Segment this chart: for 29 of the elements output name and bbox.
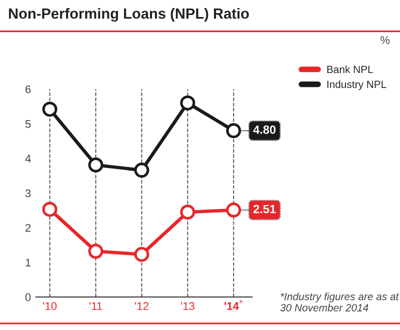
legend-label: Industry NPL — [327, 80, 386, 90]
x-tick-label: '14$^{*}$ — [224, 300, 243, 310]
y-tick-label: 1 — [26, 258, 31, 266]
x-tick-label: '11 — [89, 302, 102, 310]
point — [180, 204, 196, 220]
point — [88, 244, 104, 259]
y-tick-label: 0 — [25, 293, 31, 302]
point — [134, 246, 150, 262]
x-tick-label: '12 — [135, 302, 148, 310]
point — [42, 102, 58, 117]
text: % — [380, 36, 390, 44]
y-tick-label: 3 — [25, 189, 31, 198]
y-tick-label: 6 — [26, 85, 31, 94]
chart-title: Non-Performing Loans (NPL) Ratio — [8, 8, 249, 22]
point — [42, 202, 58, 217]
x-tick-label: '13 — [180, 302, 194, 310]
legend-label: Bank NPL — [327, 65, 373, 74]
y-tick-label: 2 — [26, 224, 31, 232]
y-tick-label: 4 — [25, 154, 31, 162]
point — [134, 162, 150, 178]
data-label: 2.51 — [253, 204, 276, 214]
data-label: 4.80 — [253, 125, 276, 134]
point — [226, 202, 242, 218]
y-tick-label: 5 — [25, 120, 31, 128]
point — [226, 123, 242, 138]
text: *Industry figures are as at 30 November 2014 — [280, 292, 400, 312]
point — [88, 157, 104, 172]
point — [180, 95, 196, 110]
x-tick-label: '10 — [43, 302, 57, 310]
